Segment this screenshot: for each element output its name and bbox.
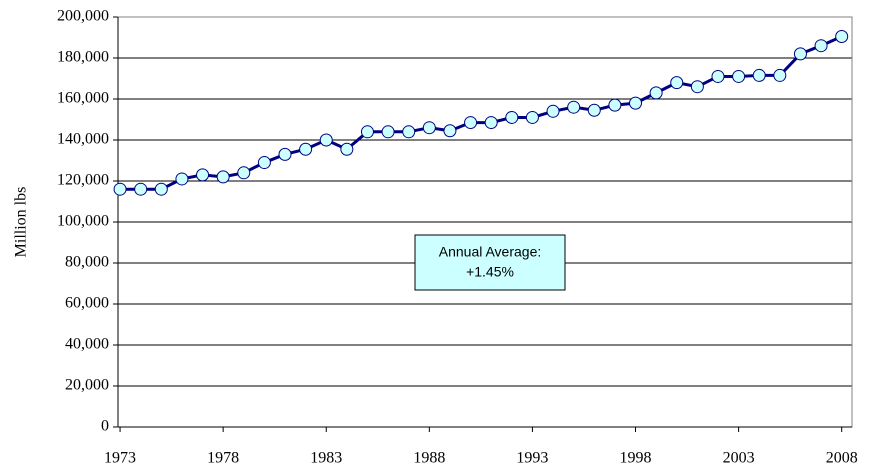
y-tick-label: 200,000: [57, 8, 109, 25]
x-tick-label: 1973: [104, 450, 136, 467]
marker: [814, 39, 828, 53]
marker: [237, 166, 251, 180]
marker: [773, 68, 787, 82]
marker: [752, 68, 766, 82]
y-tick-label: 160,000: [57, 90, 109, 107]
marker: [319, 133, 333, 147]
x-tick-label: 1983: [310, 450, 342, 467]
line: [120, 35, 843, 191]
marker: [670, 76, 684, 90]
y-tick-label: 60,000: [65, 295, 109, 312]
marker: [196, 168, 210, 182]
marker: [381, 125, 395, 139]
marker: [505, 110, 519, 124]
y-tick-label: 140,000: [57, 131, 109, 148]
marker: [422, 121, 436, 135]
y-tick-label: 20,000: [65, 377, 109, 394]
marker: [711, 69, 725, 83]
marker: [175, 172, 189, 186]
y-tick-label: 80,000: [65, 254, 109, 271]
marker: [690, 80, 704, 94]
marker: [113, 182, 127, 196]
marker: [546, 104, 560, 118]
marker: [464, 116, 478, 130]
marker: [278, 147, 292, 161]
marker: [340, 142, 354, 156]
marker: [525, 110, 539, 124]
marker: [608, 98, 622, 112]
marker: [216, 170, 230, 184]
marker: [587, 103, 601, 117]
y-axis-label: Million lbs: [13, 187, 30, 258]
x-tick-label: 1978: [207, 450, 239, 467]
marker: [484, 116, 498, 130]
x-tick-label: 1988: [413, 450, 445, 467]
marker: [567, 100, 581, 114]
y-tick-label: 100,000: [57, 213, 109, 230]
annotation: Annual Average:: [439, 244, 542, 260]
marker: [629, 96, 643, 110]
marker: [299, 142, 313, 156]
annotation-box: [414, 234, 566, 291]
marker: [649, 86, 663, 100]
y-tick-label: 40,000: [65, 336, 109, 353]
x-tick-label: 2008: [826, 450, 858, 467]
y-tick-label: 180,000: [57, 49, 109, 66]
marker: [732, 69, 746, 83]
marker: [443, 124, 457, 138]
marker: [793, 47, 807, 61]
x-tick-label: 2003: [723, 450, 755, 467]
marker: [360, 125, 374, 139]
y-tick-label: 0: [101, 418, 109, 435]
marker: [257, 156, 271, 170]
y-tick-label: 120,000: [57, 172, 109, 189]
annotation: +1.45%: [466, 264, 514, 280]
x-tick-label: 1993: [516, 450, 548, 467]
marker: [402, 125, 416, 139]
marker: [134, 182, 148, 196]
x-tick-label: 1998: [620, 450, 652, 467]
marker: [154, 182, 168, 196]
marker: [835, 29, 849, 43]
